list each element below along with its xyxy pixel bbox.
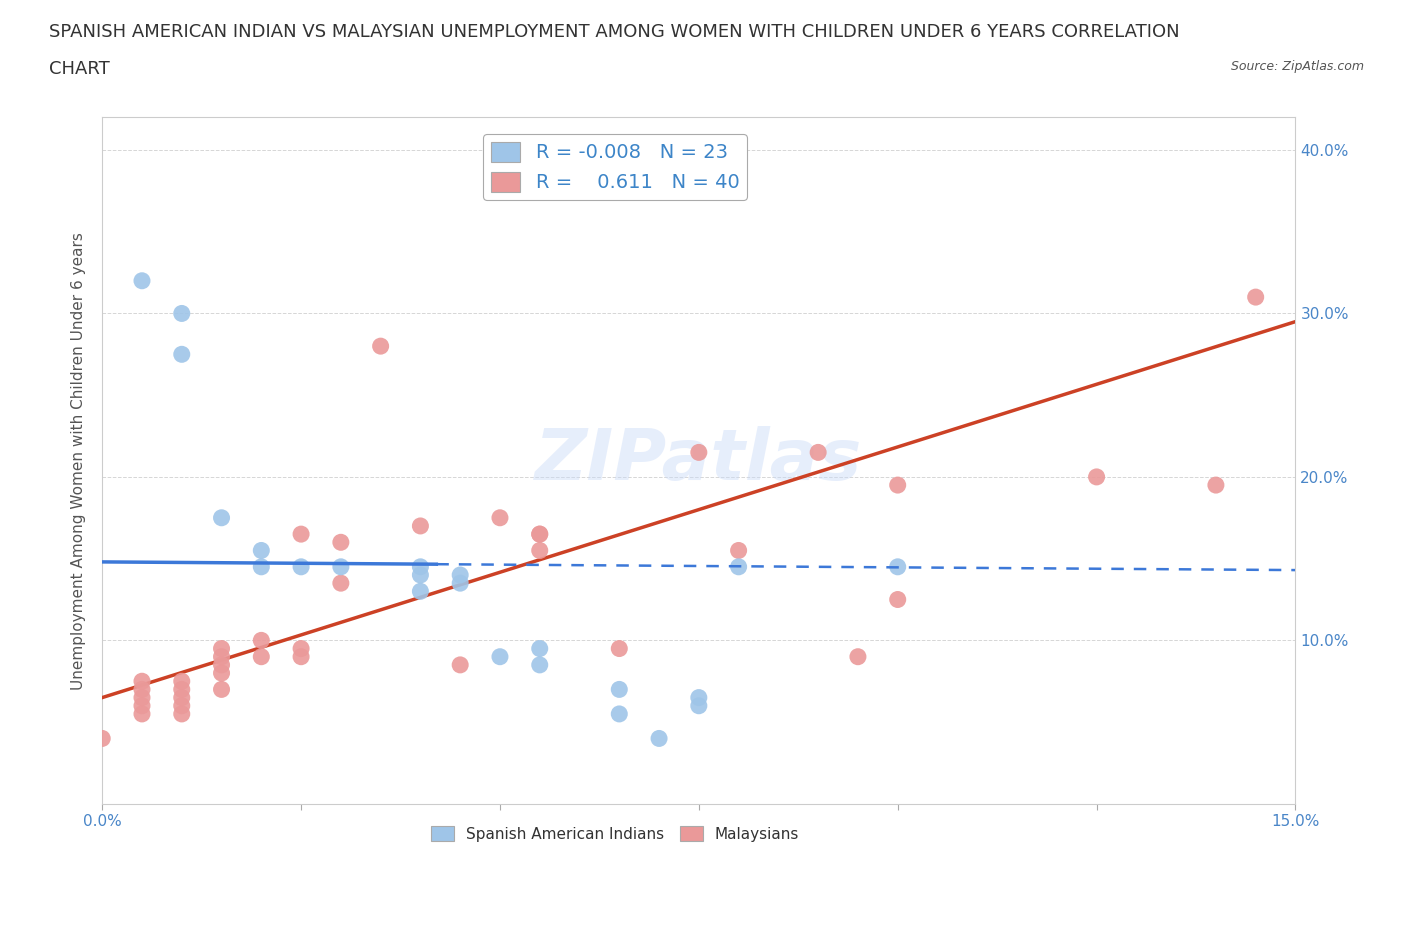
Point [1205, 478, 1227, 493]
Point [91, 731, 114, 746]
Point [131, 698, 153, 713]
Text: CHART: CHART [49, 60, 110, 78]
Point [489, 649, 512, 664]
Point [449, 567, 471, 582]
Point [648, 731, 671, 746]
Point [211, 682, 233, 697]
Point [131, 682, 153, 697]
Point [170, 690, 193, 705]
Point [807, 445, 830, 459]
Point [409, 519, 432, 534]
Point [211, 666, 233, 681]
Point [886, 559, 908, 574]
Point [211, 649, 233, 664]
Point [409, 567, 432, 582]
Point [607, 682, 630, 697]
Point [529, 641, 551, 656]
Point [290, 526, 312, 541]
Point [688, 445, 710, 459]
Text: Source: ZipAtlas.com: Source: ZipAtlas.com [1230, 60, 1364, 73]
Point [211, 511, 233, 525]
Point [529, 658, 551, 672]
Point [409, 559, 432, 574]
Point [131, 273, 153, 288]
Point [329, 535, 352, 550]
Point [131, 674, 153, 689]
Point [727, 543, 749, 558]
Point [170, 707, 193, 722]
Point [170, 682, 193, 697]
Point [489, 511, 512, 525]
Point [170, 347, 193, 362]
Point [607, 641, 630, 656]
Text: SPANISH AMERICAN INDIAN VS MALAYSIAN UNEMPLOYMENT AMONG WOMEN WITH CHILDREN UNDE: SPANISH AMERICAN INDIAN VS MALAYSIAN UNE… [49, 23, 1180, 41]
Point [886, 592, 908, 607]
Point [727, 559, 749, 574]
Point [170, 698, 193, 713]
Point [529, 526, 551, 541]
Point [250, 559, 273, 574]
Point [370, 339, 392, 353]
Point [607, 707, 630, 722]
Point [846, 649, 869, 664]
Point [449, 576, 471, 591]
Point [1244, 289, 1267, 304]
Y-axis label: Unemployment Among Women with Children Under 6 years: Unemployment Among Women with Children U… [72, 232, 86, 689]
Point [886, 478, 908, 493]
Point [290, 641, 312, 656]
Point [250, 633, 273, 648]
Point [170, 674, 193, 689]
Point [529, 526, 551, 541]
Legend: Spanish American Indians, Malaysians: Spanish American Indians, Malaysians [425, 819, 806, 847]
Point [688, 690, 710, 705]
Point [211, 641, 233, 656]
Point [290, 649, 312, 664]
Point [170, 306, 193, 321]
Point [131, 690, 153, 705]
Point [250, 543, 273, 558]
Point [409, 584, 432, 599]
Point [131, 707, 153, 722]
Point [688, 698, 710, 713]
Point [449, 658, 471, 672]
Point [211, 658, 233, 672]
Point [529, 543, 551, 558]
Point [1085, 470, 1108, 485]
Point [290, 559, 312, 574]
Point [329, 576, 352, 591]
Point [250, 649, 273, 664]
Text: ZIPatlas: ZIPatlas [536, 426, 862, 495]
Point [329, 559, 352, 574]
